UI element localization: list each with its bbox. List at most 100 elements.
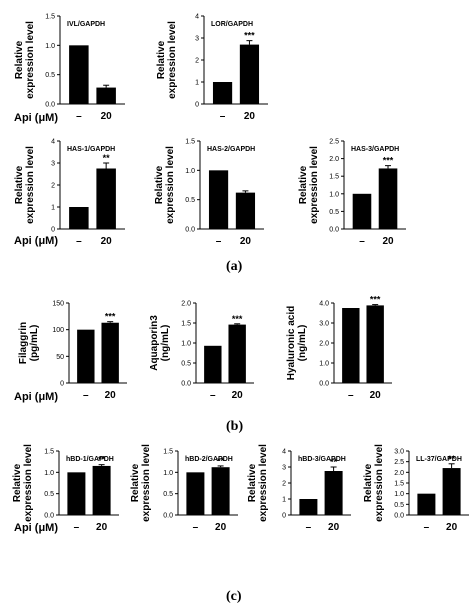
y-tick-label: 1.0 bbox=[185, 168, 195, 175]
api-row-label-4: Api (μM) bbox=[14, 522, 58, 534]
panel-label-c: (c) bbox=[226, 589, 242, 604]
y-tick-label: 3.0 bbox=[394, 449, 404, 456]
y-tick-label: 3 bbox=[51, 161, 55, 168]
category-label: – bbox=[216, 236, 222, 247]
y-tick-label: 0.0 bbox=[394, 513, 404, 520]
category-label: – bbox=[76, 236, 82, 247]
y-tick-label: 1.5 bbox=[181, 321, 191, 328]
significance-marker: ** bbox=[330, 457, 338, 467]
y-axis-label-line: expression level bbox=[165, 146, 176, 224]
chart-11: 0 1 2 3 4 hBD-3/GAPDH Relativeexpression level… bbox=[247, 444, 351, 533]
significance-marker: *** bbox=[370, 295, 381, 305]
chart-8: 0.0 1.0 2.0 3.0 4.0 Hyaluronic acid(ng/mL) – 20… bbox=[286, 295, 392, 401]
bar bbox=[212, 82, 233, 104]
chart-6: 0 50 100 150 Filaggrin(pg/mL) – 20 *** bbox=[18, 301, 127, 401]
category-label: – bbox=[193, 522, 199, 533]
y-tick-label: 0.5 bbox=[44, 491, 54, 498]
y-axis-label: Relativeexpression level bbox=[247, 444, 269, 522]
y-axis-label: Relativeexpression level bbox=[154, 146, 176, 224]
y-axis-label: Aquaporin3(ng/mL) bbox=[149, 315, 171, 371]
y-axis-label-line: expression level bbox=[25, 21, 36, 99]
bar bbox=[442, 468, 461, 515]
y-tick-label: 150 bbox=[52, 301, 64, 308]
category-label: 20 bbox=[101, 236, 113, 247]
y-axis-label-line: expression level bbox=[258, 444, 269, 522]
y-tick-label: 0.0 bbox=[45, 102, 55, 109]
category-label: 20 bbox=[382, 236, 394, 247]
y-axis-label: Relativeexpression level bbox=[14, 146, 36, 224]
chart-3: 0 1 2 3 4 HAS-1/GAPDH Relativeexpression level… bbox=[14, 139, 125, 247]
y-tick-label: 0.0 bbox=[319, 381, 329, 388]
y-tick-label: 1.0 bbox=[319, 361, 329, 368]
significance-marker: *** bbox=[105, 312, 116, 322]
y-axis-label: Relativeexpression level bbox=[156, 21, 178, 99]
y-axis-label-line: Relative bbox=[363, 463, 374, 502]
category-label: – bbox=[220, 111, 226, 122]
y-tick-label: 2.0 bbox=[394, 470, 404, 477]
significance-marker: ** bbox=[103, 153, 111, 163]
significance-marker: *** bbox=[383, 156, 394, 166]
y-tick-label: 1.0 bbox=[394, 491, 404, 498]
chart-5: 0.0 0.5 1.0 1.5 2.0 2.5 HAS-3/GAPDH Relativeexp… bbox=[298, 139, 406, 247]
y-axis-label-line: Filaggrin bbox=[18, 322, 29, 364]
bar bbox=[96, 87, 116, 104]
y-axis-label-line: (pg/mL) bbox=[29, 325, 40, 362]
y-tick-label: 1 bbox=[51, 205, 55, 212]
y-tick-label: 2.5 bbox=[394, 459, 404, 466]
y-tick-label: 0.0 bbox=[163, 513, 173, 520]
charts-layer: 0.00.51.01.5IVL/GAPDHRelativeexpression … bbox=[12, 14, 469, 533]
y-tick-label: 1.5 bbox=[45, 14, 55, 21]
chart-12: 0.0 0.5 1.0 1.5 2.0 2.5 3.0 LL-37/GAPDH Relative… bbox=[363, 444, 469, 533]
y-tick-label: 1.0 bbox=[163, 470, 173, 477]
chart-2: 0 1 2 3 4 LOR/GAPDH Relativeexpression level – 2… bbox=[156, 14, 268, 122]
chart-7: 0.0 0.5 1.0 1.5 2.0 Aquaporin3(ng/mL) – 20 *** bbox=[149, 301, 254, 401]
y-axis-label-line: Relative bbox=[12, 463, 23, 502]
chart-9: 0.0 0.5 1.0 1.5 hBD-1/GAPDH Relativeexpressio… bbox=[12, 444, 119, 533]
y-tick-label: 0 bbox=[195, 102, 199, 109]
y-axis-label: Relativeexpression level bbox=[363, 444, 385, 522]
y-axis-label: Relativeexpression level bbox=[12, 444, 34, 522]
y-tick-label: 3 bbox=[195, 36, 199, 43]
y-tick-label: 1 bbox=[282, 497, 286, 504]
y-tick-label: 0 bbox=[282, 513, 286, 520]
bar bbox=[378, 168, 398, 229]
y-tick-label: 4 bbox=[195, 14, 199, 21]
y-axis-label-line: Relative bbox=[247, 463, 258, 502]
gene-title: IVL/GAPDH bbox=[67, 21, 105, 28]
y-axis-label-line: expression level bbox=[309, 146, 320, 224]
panel-label-b: (b) bbox=[226, 419, 243, 434]
category-label: – bbox=[359, 236, 365, 247]
y-axis-label: Relativeexpression level bbox=[14, 21, 36, 99]
y-axis-label-line: expression level bbox=[23, 444, 34, 522]
y-tick-label: 1.5 bbox=[163, 449, 173, 456]
y-axis-label: Relativeexpression level bbox=[298, 146, 320, 224]
y-tick-label: 0.0 bbox=[329, 227, 339, 234]
category-label: – bbox=[210, 390, 216, 401]
bar bbox=[69, 45, 89, 104]
bar bbox=[239, 44, 260, 104]
y-axis-label-line: expression level bbox=[141, 444, 152, 522]
y-axis-label-line: Relative bbox=[298, 165, 309, 204]
y-tick-label: 2 bbox=[282, 481, 286, 488]
category-label: 20 bbox=[101, 111, 113, 122]
y-tick-label: 1.5 bbox=[44, 449, 54, 456]
gene-title: HAS-1/GAPDH bbox=[67, 146, 115, 153]
bar bbox=[92, 465, 111, 515]
api-row-label-1: Api (μM) bbox=[14, 112, 58, 124]
category-label: 20 bbox=[232, 390, 244, 401]
significance-marker: ** bbox=[448, 454, 456, 464]
bar bbox=[69, 207, 89, 229]
significance-marker: *** bbox=[232, 314, 243, 324]
chart-4: 0.0 0.5 1.0 1.5 HAS-2/GAPDH Relativeexpressio… bbox=[154, 139, 264, 247]
y-tick-label: 0 bbox=[60, 381, 64, 388]
chart-10: 0.0 0.5 1.0 1.5 hBD-2/GAPDH Relativeexpressio… bbox=[130, 444, 238, 533]
y-tick-label: 2.0 bbox=[329, 156, 339, 163]
y-tick-label: 1.0 bbox=[329, 191, 339, 198]
y-tick-label: 1.5 bbox=[185, 139, 195, 146]
gene-title: LOR/GAPDH bbox=[211, 21, 253, 28]
chart-1: 0.0 0.5 1.0 1.5 IVL/GAPDH Relativeexpression … bbox=[14, 14, 125, 122]
y-axis-label-line: Relative bbox=[14, 40, 25, 79]
bar bbox=[342, 308, 360, 383]
y-tick-label: 0.0 bbox=[185, 227, 195, 234]
y-tick-label: 2 bbox=[195, 58, 199, 65]
